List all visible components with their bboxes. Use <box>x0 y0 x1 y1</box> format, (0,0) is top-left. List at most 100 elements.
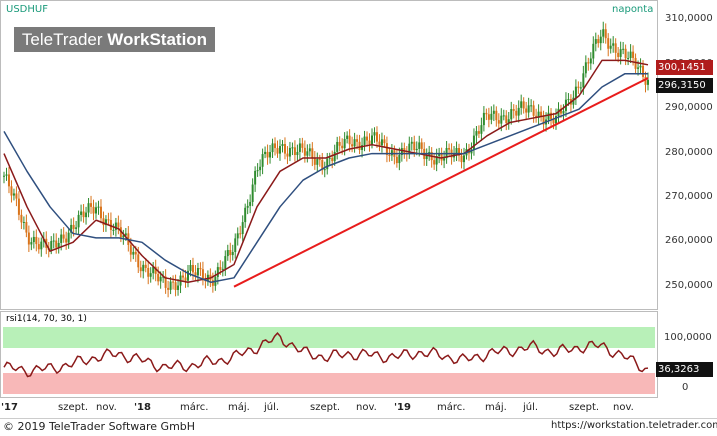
candle-body <box>216 267 219 277</box>
candle-body <box>194 272 197 276</box>
candle-body <box>460 155 463 163</box>
candle-body <box>390 150 393 156</box>
candle-body <box>7 174 10 187</box>
brand-strong: WorkStation <box>107 30 208 49</box>
price-chart-panel[interactable] <box>0 0 658 310</box>
time-axis-tick: '19 <box>394 402 411 413</box>
candle-body <box>283 144 286 154</box>
candle-body <box>152 266 155 274</box>
last-close-tag: 296,3150 <box>656 78 713 93</box>
candle-body <box>22 221 25 223</box>
candle-body <box>487 114 490 120</box>
candle-body <box>308 148 311 152</box>
candle-body <box>254 170 257 185</box>
candle-body <box>191 265 194 273</box>
candle-body <box>380 139 383 146</box>
candle-body <box>361 145 364 150</box>
candle-body <box>244 207 247 223</box>
candle-body <box>57 242 60 248</box>
candle-body <box>572 97 575 105</box>
candle-body <box>226 249 229 257</box>
candle-body <box>433 160 436 165</box>
candle-body <box>584 62 587 74</box>
candle-body <box>239 233 242 235</box>
candle-body <box>5 174 8 176</box>
candle-body <box>343 138 346 149</box>
candle-body <box>157 273 160 282</box>
candle-body <box>37 244 40 250</box>
candle-body <box>443 158 446 161</box>
rsi-chart-panel[interactable] <box>0 311 658 398</box>
brand-logo: TeleTrader WorkStation <box>14 27 215 52</box>
rsi-indicator-label[interactable]: rsi1(14, 70, 30, 1) <box>6 314 87 324</box>
candle-body <box>40 241 43 250</box>
candle-body <box>547 112 550 120</box>
candle-body <box>388 154 391 156</box>
candle-body <box>507 119 510 124</box>
candle-body <box>624 48 627 59</box>
candle-body <box>363 136 366 146</box>
candle-body <box>378 141 381 146</box>
candle-body <box>321 159 324 170</box>
candle-body <box>642 65 645 77</box>
candle-body <box>497 120 500 124</box>
candle-body <box>90 203 93 207</box>
candle-body <box>567 99 570 101</box>
source-url-link[interactable]: https://workstation.teletrader.com <box>551 420 717 431</box>
candle-body <box>609 45 612 49</box>
candle-body <box>221 268 224 270</box>
candle-body <box>104 219 107 226</box>
candle-body <box>458 148 461 156</box>
candle-body <box>346 135 349 139</box>
candle-body <box>301 143 304 148</box>
candle-body <box>318 159 321 161</box>
price-axis-tick: 270,0000 <box>665 190 713 202</box>
candle-body <box>326 158 329 170</box>
candle-body <box>644 76 647 85</box>
candle-body <box>492 110 495 114</box>
candle-body <box>199 268 202 270</box>
candle-body <box>62 234 65 239</box>
support-trendline <box>233 77 649 288</box>
candle-body <box>286 153 289 157</box>
candle-body <box>25 221 28 233</box>
candle-body <box>15 193 18 199</box>
candle-body <box>77 214 80 228</box>
candle-body <box>149 273 152 277</box>
time-axis-tick: '17 <box>1 402 18 413</box>
candle-body <box>562 110 565 114</box>
candle-body <box>373 132 376 136</box>
candle-body <box>92 206 95 214</box>
candle-body <box>448 148 451 150</box>
candle-body <box>117 222 120 228</box>
candle-body <box>331 157 334 162</box>
candle-body <box>249 201 252 206</box>
candle-body <box>266 151 269 158</box>
candle-body <box>515 110 518 116</box>
candle-body <box>537 111 540 118</box>
candle-body <box>470 149 473 154</box>
candle-body <box>137 254 140 268</box>
candle-body <box>480 125 483 134</box>
candle-body <box>246 205 249 208</box>
candle-body <box>597 39 600 44</box>
candle-body <box>368 140 371 145</box>
candle-body <box>17 198 20 215</box>
candle-body <box>520 101 523 108</box>
period-label[interactable]: naponta <box>612 4 654 15</box>
candle-body <box>582 73 585 88</box>
candle-body <box>333 151 336 162</box>
candle-body <box>159 276 162 282</box>
candle-body <box>281 144 284 147</box>
candle-body <box>371 135 373 145</box>
candle-body <box>341 145 344 149</box>
candle-body <box>599 36 602 44</box>
candle-body <box>112 229 115 231</box>
time-axis-tick: '18 <box>134 402 151 413</box>
price-axis-tick: 310,0000 <box>665 13 713 25</box>
candle-body <box>231 252 234 256</box>
candle-body <box>50 241 53 251</box>
candle-body <box>540 111 543 117</box>
last-ma-tag: 300,1451 <box>656 60 713 75</box>
candle-body <box>142 264 145 272</box>
